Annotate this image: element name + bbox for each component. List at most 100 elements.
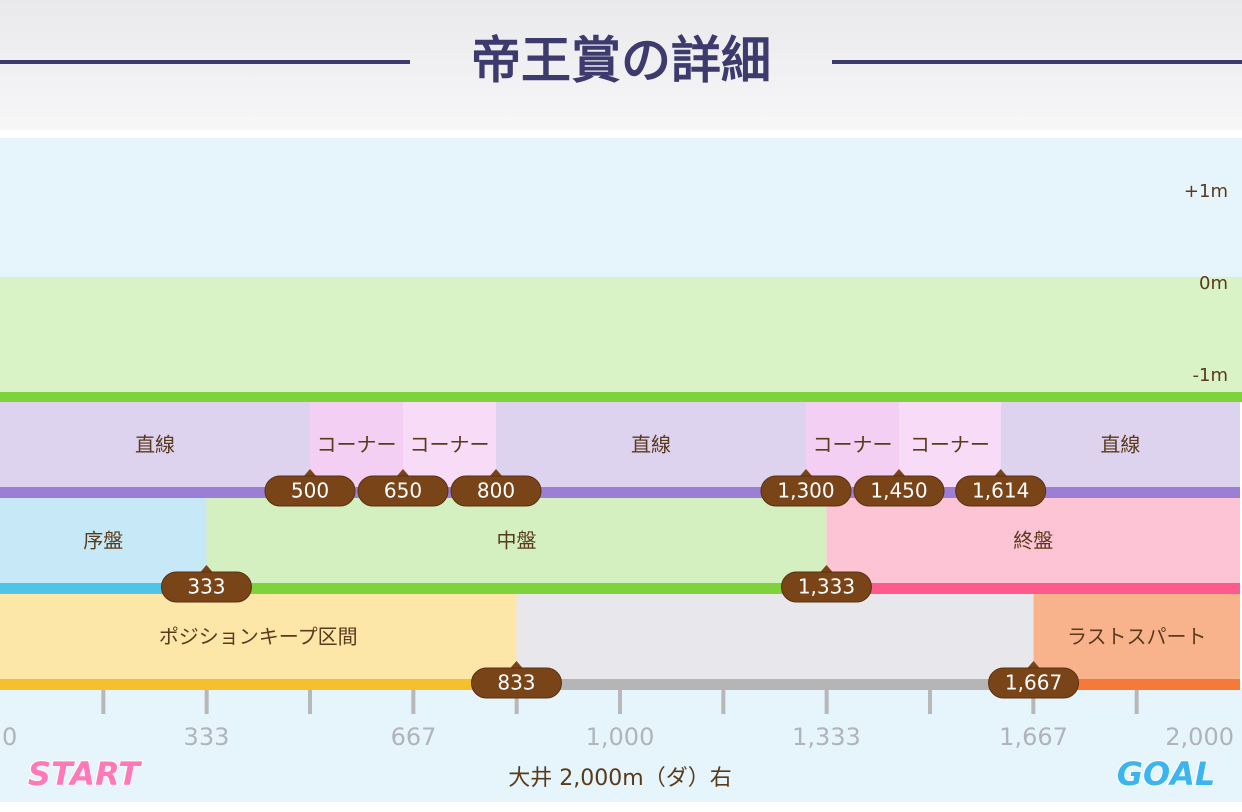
minor-tick bbox=[824, 690, 829, 714]
section-label: ラストスパート bbox=[1067, 625, 1207, 649]
marker: 1,333 bbox=[780, 565, 872, 603]
marker-label: 800 bbox=[477, 479, 515, 503]
elevation-label: +1m bbox=[1184, 181, 1228, 202]
section bbox=[0, 594, 517, 680]
elevation-label: -1m bbox=[1193, 365, 1228, 386]
marker-pill bbox=[470, 667, 562, 699]
marker-pill bbox=[988, 667, 1080, 699]
marker-pointer bbox=[993, 469, 1008, 477]
marker: 1,450 bbox=[853, 469, 945, 507]
markers: 500 650 800 1,300 1,450 1,614 333 1,333 833 1,667 bbox=[160, 469, 1080, 699]
section-label: 直線 bbox=[135, 433, 175, 457]
minor-tick bbox=[618, 690, 622, 714]
tick-label: 1,000 bbox=[586, 723, 655, 751]
marker-pointer bbox=[199, 565, 214, 573]
section-label: コーナー bbox=[317, 433, 397, 457]
section bbox=[899, 402, 1001, 488]
marker-label: 1,614 bbox=[972, 479, 1029, 503]
tick-label: 0 bbox=[2, 723, 17, 751]
tick-label: 667 bbox=[391, 723, 437, 751]
minor-tick bbox=[411, 690, 416, 714]
section-line bbox=[899, 487, 1001, 498]
axis: 0 333 667 1,000 1,333 1,667 2,000 bbox=[2, 690, 1234, 751]
marker: 1,614 bbox=[955, 469, 1047, 507]
marker: 1,667 bbox=[988, 661, 1080, 699]
minor-tick bbox=[928, 690, 932, 714]
course-name: 大井 2,000m（ダ）右 bbox=[508, 766, 731, 791]
marker: 833 bbox=[470, 661, 562, 699]
marker-pill bbox=[357, 475, 449, 507]
section-label: 直線 bbox=[1100, 433, 1140, 457]
section bbox=[0, 498, 207, 584]
marker-label: 333 bbox=[187, 575, 225, 599]
section bbox=[826, 498, 1240, 584]
marker-pill bbox=[955, 475, 1047, 507]
marker-label: 1,667 bbox=[1005, 671, 1062, 695]
marker-pill bbox=[264, 475, 356, 507]
section bbox=[516, 594, 1034, 680]
elevation-high bbox=[0, 138, 1242, 277]
marker-pointer bbox=[1026, 661, 1041, 669]
section bbox=[1033, 594, 1240, 680]
section-label: コーナー bbox=[813, 433, 893, 457]
section bbox=[206, 498, 827, 584]
marker-pill bbox=[780, 571, 872, 603]
section-line bbox=[403, 487, 496, 498]
marker: 800 bbox=[450, 469, 542, 507]
minor-tick bbox=[514, 690, 519, 714]
tick-label: 333 bbox=[184, 723, 230, 751]
section-line bbox=[1033, 679, 1240, 690]
marker-pill bbox=[853, 475, 945, 507]
marker-pointer bbox=[819, 565, 834, 573]
section-label: ポジションキープ区間 bbox=[159, 625, 358, 649]
section-line bbox=[806, 487, 899, 498]
marker: 1,300 bbox=[760, 469, 852, 507]
minor-tick bbox=[204, 690, 209, 714]
section-line bbox=[496, 487, 806, 498]
marker-pill bbox=[760, 475, 852, 507]
section bbox=[496, 402, 806, 488]
marker-pointer bbox=[396, 469, 410, 477]
tick-label: 2,000 bbox=[1165, 723, 1234, 751]
section-line bbox=[206, 583, 827, 594]
section-label: 終盤 bbox=[1013, 529, 1053, 553]
section-line bbox=[516, 679, 1034, 690]
marker-pointer bbox=[892, 469, 906, 477]
section-line bbox=[1000, 487, 1240, 498]
marker-label: 500 bbox=[291, 479, 329, 503]
marker-pointer bbox=[799, 469, 813, 477]
marker-pointer bbox=[489, 469, 503, 477]
section bbox=[0, 402, 310, 488]
section-line bbox=[826, 583, 1240, 594]
section bbox=[403, 402, 496, 488]
marker-label: 1,300 bbox=[777, 479, 834, 503]
start-label: START bbox=[28, 755, 142, 793]
marker-pill bbox=[160, 571, 252, 603]
marker-label: 650 bbox=[384, 479, 422, 503]
section-label: コーナー bbox=[410, 433, 490, 457]
section-line bbox=[310, 487, 403, 498]
section-line bbox=[0, 487, 310, 498]
marker-pill bbox=[450, 475, 542, 507]
marker: 650 bbox=[357, 469, 449, 507]
section-line bbox=[0, 679, 517, 690]
section bbox=[310, 402, 403, 488]
minor-tick bbox=[308, 690, 312, 714]
tick-label: 1,667 bbox=[999, 723, 1068, 751]
goal-label: GOAL bbox=[1117, 755, 1216, 793]
ground-line bbox=[0, 392, 1242, 402]
section-label: コーナー bbox=[910, 433, 990, 457]
minor-tick bbox=[101, 690, 106, 714]
elevation-label: 0m bbox=[1199, 273, 1228, 294]
section-label: 直線 bbox=[631, 433, 671, 457]
marker-pointer bbox=[509, 661, 524, 669]
minor-tick bbox=[721, 690, 726, 714]
section bbox=[806, 402, 899, 488]
minor-tick bbox=[1031, 690, 1036, 714]
marker-label: 833 bbox=[497, 671, 535, 695]
marker-label: 1,450 bbox=[870, 479, 927, 503]
section-line bbox=[0, 583, 207, 594]
marker: 333 bbox=[160, 565, 252, 603]
